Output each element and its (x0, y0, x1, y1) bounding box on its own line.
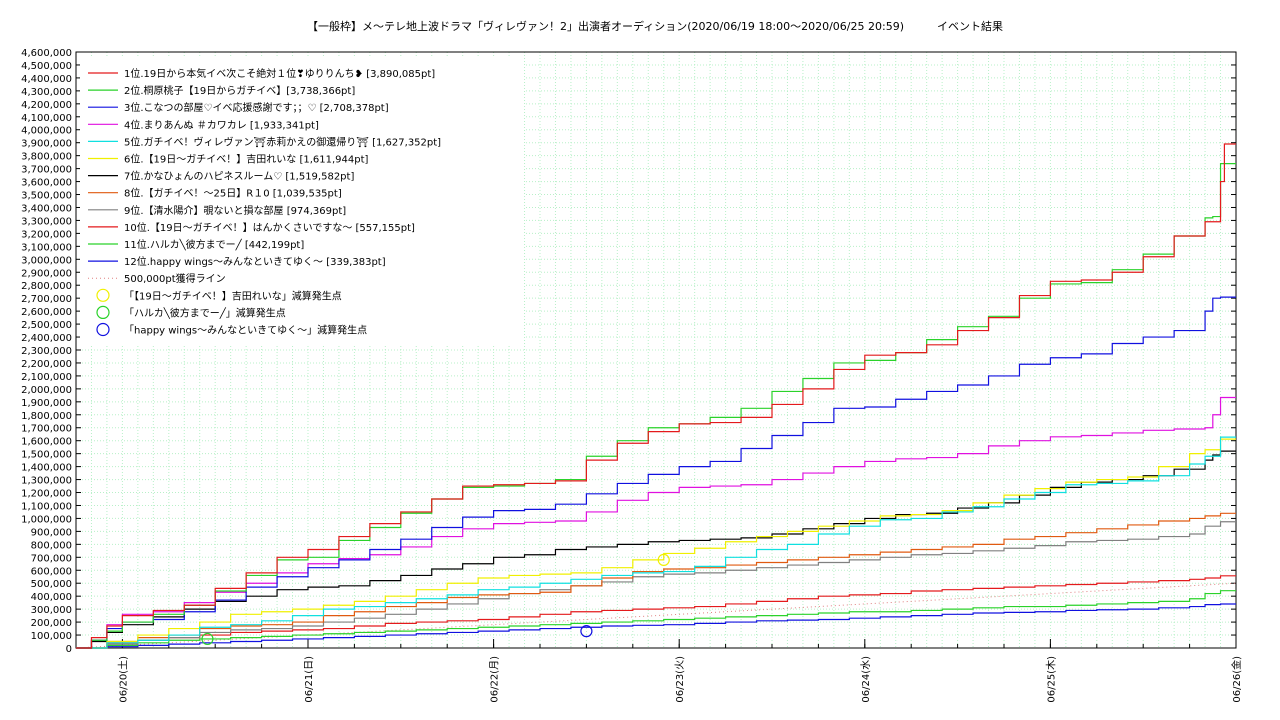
deduction-marker-1 (657, 553, 670, 566)
series-line-10 (76, 575, 1236, 649)
x-tick-label: 06/21(日) (304, 656, 315, 703)
y-tick-label: 4,000,000 (21, 126, 72, 137)
y-tick-label: 2,900,000 (21, 268, 72, 279)
y-tick-label: 500,000 (31, 579, 72, 590)
y-tick-label: 1,000,000 (21, 514, 72, 525)
x-tick-label: 06/20(土) (116, 656, 129, 703)
axes: 0 100,000 200,000 300,000 400,000 500,000 600,… (21, 48, 1243, 703)
legend-entry: 6位.【19日～ガチイベ！】吉田れいな [1,611,944pt] (124, 153, 369, 166)
y-tick-label: 1,200,000 (21, 489, 72, 500)
y-tick-label: 1,400,000 (21, 463, 72, 474)
legend-entry: 7位.かなひょんのハピネスルーム♡ [1,519,582pt] (124, 170, 354, 183)
y-tick-label: 2,400,000 (21, 333, 72, 344)
y-tick-label: 1,900,000 (21, 398, 72, 409)
series-line-12 (76, 603, 1236, 649)
legend-entry: 8位.【ガチイベ！～25日】R１0 [1,039,535pt] (124, 187, 342, 200)
legend-entry: 500,000pt獲得ライン (124, 272, 226, 285)
y-tick-label: 1,700,000 (21, 424, 72, 435)
y-tick-label: 3,900,000 (21, 139, 72, 150)
y-tick-label: 2,600,000 (21, 307, 72, 318)
y-tick-label: 4,400,000 (21, 74, 72, 85)
legend-marker (96, 322, 110, 337)
y-tick-label: 2,700,000 (21, 294, 72, 305)
series-line-1 (76, 143, 1236, 649)
legend-entry: 9位.【清水陽介】覗ないと損な部屋 [974,369pt] (124, 204, 346, 217)
y-tick-label: 3,800,000 (21, 152, 72, 163)
series-line-9 (76, 521, 1236, 649)
y-tick-label: 200,000 (31, 618, 72, 629)
series-line-8 (76, 512, 1236, 649)
x-tick-label: 06/25(木) (1045, 656, 1057, 703)
legend-entry: 1位.19日から本気イベ次こそ絶対１位❣ゆりりんち❥ [3,890,085pt] (124, 67, 435, 80)
threshold-layer (75, 582, 1237, 649)
y-tick-label: 900,000 (31, 527, 72, 538)
y-tick-label: 2,000,000 (21, 385, 72, 396)
y-tick-label: 3,400,000 (21, 203, 72, 214)
y-tick-label: 1,500,000 (21, 450, 72, 461)
series-line-6 (76, 438, 1236, 649)
plot-frame (75, 51, 1237, 649)
marker-layer (201, 553, 670, 646)
legend-entry: 2位.桐原桃子【19日からガチイベ】[3,738,366pt] (124, 84, 355, 97)
deduction-marker-3 (580, 625, 593, 638)
y-tick-label: 3,200,000 (21, 229, 72, 240)
y-tick-label: 700,000 (31, 553, 72, 564)
series-line-3 (76, 296, 1236, 649)
series-line-7 (76, 450, 1236, 649)
y-tick-label: 600,000 (31, 566, 72, 577)
x-tick-label: 06/24(水) (860, 656, 872, 703)
legend-entry: 「【19日～ガチイベ！】吉田れいな」減算発生点 (124, 289, 342, 302)
legend-box (80, 58, 524, 345)
y-tick-label: 2,800,000 (21, 281, 72, 292)
legend-entry: 10位.【19日～ガチイベ！】はんかくさいですな～ [557,155pt] (124, 221, 415, 234)
deduction-marker-2 (201, 632, 214, 646)
threshold-line (75, 582, 1237, 649)
y-tick-label: 1,600,000 (21, 437, 72, 448)
legend-entry: 5位.ガチイベ！ヴィレヴァン⛩赤莉かえの御還帰り⛩ [1,627,352pt] (124, 135, 441, 148)
y-tick-label: 3,700,000 (21, 165, 72, 176)
y-tick-label: 400,000 (31, 592, 72, 603)
x-tick-label: 06/26(金) (1230, 656, 1243, 703)
legend-entry: 「happy wings～みんなといきてゆく～」減算発生点 (124, 324, 367, 337)
legend-entry: 4位.まりあんぬ ＃カワカレ [1,933,341pt] (124, 118, 319, 131)
series-line-5 (76, 436, 1236, 649)
y-tick-label: 4,300,000 (21, 87, 72, 98)
y-tick-label: 1,800,000 (21, 411, 72, 422)
y-tick-label: 100,000 (31, 631, 72, 642)
y-tick-label: 4,200,000 (21, 100, 72, 111)
series-layer (76, 143, 1236, 649)
y-tick-label: 2,300,000 (21, 346, 72, 357)
y-tick-label: 300,000 (31, 605, 72, 616)
y-tick-label: 1,100,000 (21, 501, 72, 512)
chart-title: 【一般枠】メ～テレ地上波ドラマ「ヴィレヴァン！2」出演者オーディション(2020… (307, 19, 1003, 33)
legend-entry: 12位.happy wings～みんなといきてゆく～ [339,383pt] (124, 255, 386, 268)
y-tick-label: 3,500,000 (21, 191, 72, 202)
x-tick-label: 06/22(月) (489, 656, 501, 703)
x-tick-label: 06/23(火) (674, 656, 686, 703)
y-tick-label: 3,100,000 (21, 242, 72, 253)
y-tick-label: 3,600,000 (21, 178, 72, 189)
y-tick-label: 4,100,000 (21, 113, 72, 124)
legend-marker (96, 288, 110, 302)
y-tick-label: 2,100,000 (21, 372, 72, 383)
legend-marker (96, 305, 110, 319)
series-line-11 (76, 590, 1236, 649)
y-tick-label: 4,500,000 (21, 61, 72, 72)
legend-entry: 11位.ハルカ╲彼方までー╱ [442,199pt] (124, 238, 304, 251)
y-tick-label: 2,200,000 (21, 359, 72, 370)
legend-entry: 「ハルカ╲彼方までー╱」減算発生点 (124, 306, 286, 319)
y-tick-label: 4,600,000 (21, 48, 72, 59)
y-tick-label: 3,000,000 (21, 255, 72, 266)
y-tick-label: 0 (66, 644, 72, 655)
legend: 1位.19日から本気イベ次こそ絶対１位❣ゆりりんち❥ [3,890,085pt]… (80, 58, 524, 345)
y-tick-label: 2,500,000 (21, 320, 72, 331)
y-tick-label: 3,300,000 (21, 216, 72, 227)
series-line-4 (76, 396, 1236, 649)
legend-entry: 3位.こなつの部屋♡イベ応援感謝です；；♡ [2,708,378pt] (124, 101, 389, 114)
y-tick-label: 1,300,000 (21, 476, 72, 487)
y-tick-label: 800,000 (31, 540, 72, 551)
